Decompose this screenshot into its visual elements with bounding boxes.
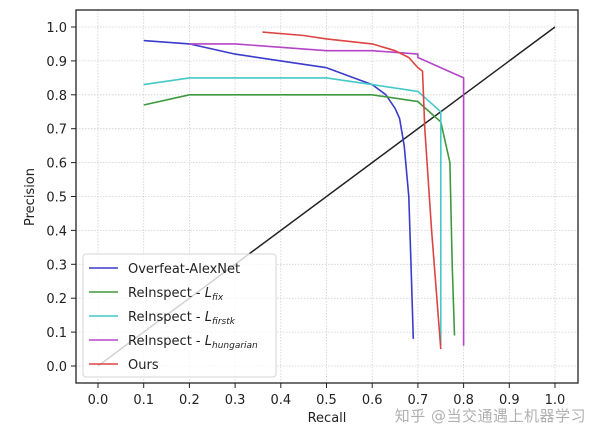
y-axis-ticks: 0.0 0.1 0.2 0.3 0.4 0.5 0.6 0.7 0.8 0.9 1.0: [46, 21, 76, 375]
x-tick-label: 0.1: [133, 393, 154, 408]
series-line: [189, 43, 465, 346]
x-tick-label: 1.0: [545, 393, 566, 408]
series-line: [143, 39, 415, 339]
grid-lines: [76, 10, 578, 383]
y-tick-label: 0.3: [46, 258, 67, 273]
legend-label: ReInspect - Lfirstk: [128, 310, 236, 327]
series-lines: [143, 31, 465, 350]
y-tick-label: 0.6: [46, 157, 67, 172]
x-tick-label: 0.3: [225, 393, 246, 408]
x-tick-label: 0.8: [453, 393, 474, 408]
legend-label: Overfeat-AlexNet: [128, 262, 240, 277]
x-tick-label: 0.7: [408, 393, 429, 408]
x-tick-label: 0.0: [88, 393, 109, 408]
y-tick-label: 0.1: [46, 326, 67, 341]
x-tick-label: 0.4: [270, 393, 291, 408]
x-tick-label: 0.5: [316, 393, 337, 408]
y-tick-label: 1.0: [46, 21, 67, 36]
y-tick-label: 0.8: [46, 89, 67, 104]
y-tick-label: 0.5: [46, 191, 67, 206]
legend-box: [82, 253, 277, 378]
series-line: [143, 94, 456, 336]
y-tick-label: 0.9: [46, 55, 67, 70]
x-axis-ticks: 0.0 0.1 0.2 0.3 0.4 0.5 0.6 0.7 0.8 0.9 1.0: [88, 383, 566, 408]
y-tick-label: 0.4: [46, 224, 67, 239]
legend: Overfeat-AlexNet ReInspect - Lfix ReInspec…: [82, 253, 277, 378]
y-tick-label: 0.2: [46, 292, 67, 307]
legend-label: Ours: [128, 358, 159, 373]
y-tick-label: 0.7: [46, 123, 67, 138]
series-line: [262, 31, 442, 350]
series-line: [143, 77, 442, 346]
x-tick-label: 0.9: [499, 393, 520, 408]
legend-label: ReInspect - Lhungarian: [128, 334, 258, 351]
y-axis-label: Precision: [23, 168, 38, 226]
x-tick-label: 0.2: [179, 393, 200, 408]
legend-label: ReInspect - Lfix: [128, 286, 224, 303]
watermark: 知乎 @当交通遇上机器学习: [394, 407, 586, 425]
x-tick-label: 0.6: [362, 393, 383, 408]
y-tick-label: 0.0: [46, 360, 67, 375]
x-axis-label: Recall: [308, 411, 347, 426]
